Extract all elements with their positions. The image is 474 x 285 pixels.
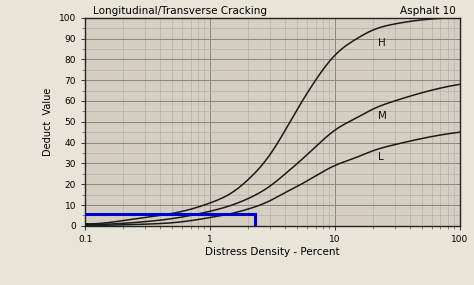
Text: Asphalt 10: Asphalt 10 [401, 6, 456, 16]
Text: L: L [378, 152, 383, 162]
Text: Deduct  Value: Deduct Value [43, 87, 53, 156]
Text: M: M [378, 111, 387, 121]
Text: H: H [378, 38, 385, 48]
Text: Longitudinal/Transverse Cracking: Longitudinal/Transverse Cracking [93, 6, 267, 16]
X-axis label: Distress Density - Percent: Distress Density - Percent [205, 247, 340, 257]
